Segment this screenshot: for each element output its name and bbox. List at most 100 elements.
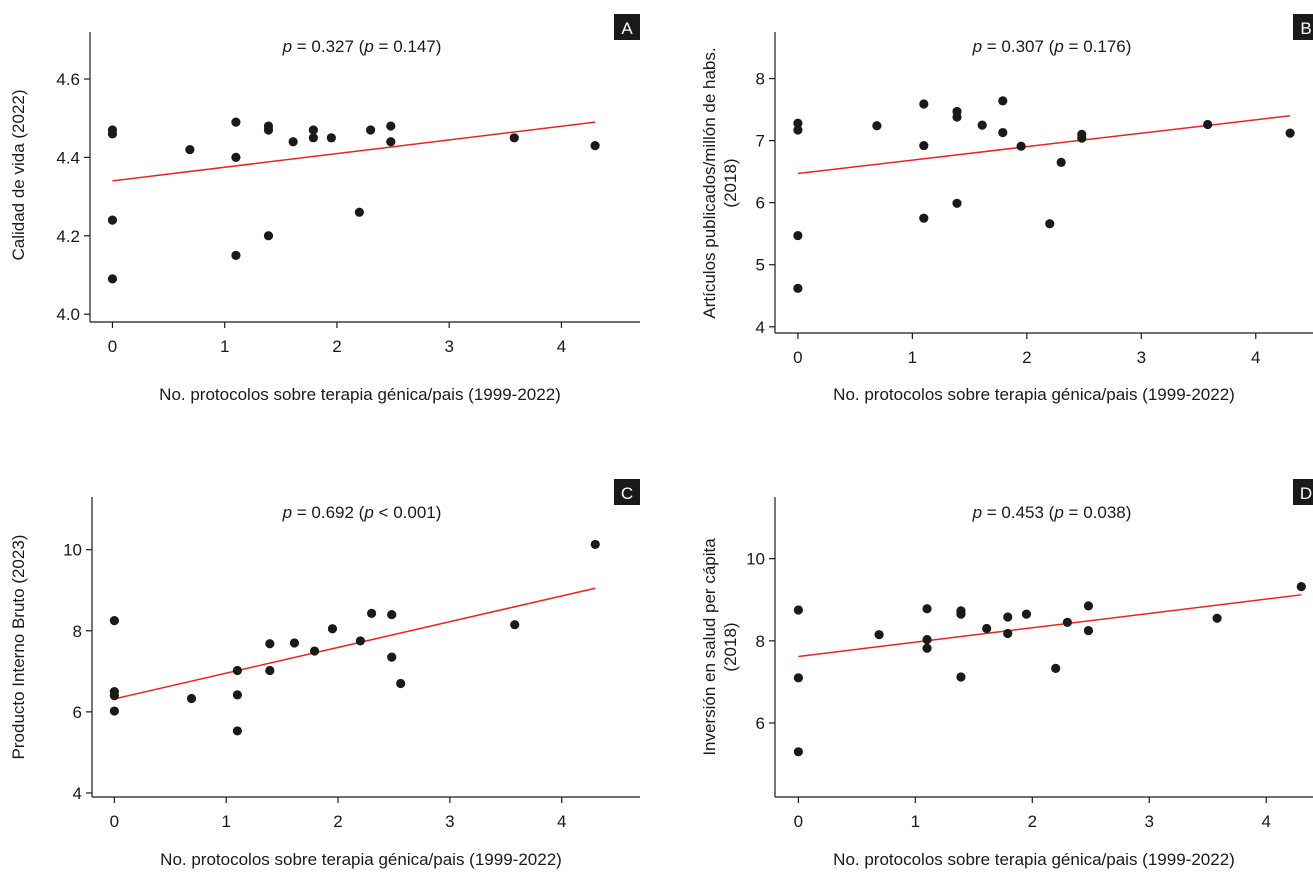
data-point [1212,613,1222,623]
data-point [109,706,119,716]
y-tick-label: 4.6 [56,70,80,89]
annotation-p-val: = 0.176) [1064,37,1132,56]
panel-letter-box [614,14,640,40]
data-point [1056,157,1066,167]
data-point [922,643,932,653]
annotation-r-val: = 0.307 ( [982,37,1055,56]
data-point [1083,625,1094,636]
annotation-r-sym: p [282,37,292,56]
x-tick-label: 1 [911,812,920,831]
y-axis-title-line: Inversión en salud per cápita [700,538,719,756]
data-point [998,127,1008,138]
annotation-r-sym: p [972,503,982,522]
y-tick-label: 7 [756,132,765,151]
data-point [186,693,197,704]
x-tick-label: 0 [108,337,117,356]
panel-letter: C [621,484,633,503]
x-tick-label: 3 [445,812,454,831]
data-point [265,639,275,649]
data-point [872,121,882,131]
panel-c: 0 1 2 3 4 4 6 8 10 No. protocolos sobre terapia g… [9,479,640,869]
data-point [952,198,962,208]
data-point [366,608,377,618]
data-point [919,99,929,109]
panel-letter-box [614,479,640,505]
annotation-r-val: = 0.692 ( [292,503,365,522]
annotation-p-val: < 0.001) [374,503,442,522]
x-axis-title: No. protocolos sobre terapia génica/pais… [833,385,1235,404]
data-point [396,678,406,689]
y-tick-label: 4 [73,784,82,803]
data-point [366,125,376,135]
y-tick-label: 6 [73,703,82,722]
data-point [232,665,242,676]
data-point [874,630,884,640]
data-point [107,129,118,139]
y-tick-label: 6 [756,714,765,733]
data-point [793,673,803,683]
data-point [263,125,274,135]
data-point [288,137,298,147]
y-axis-title: Inversión en salud per cápita (2018) [700,538,740,756]
data-point [386,137,396,147]
panel-letter-box [1293,14,1313,40]
y-axis-title: Producto Interno Bruto (2023) [9,535,28,760]
trend-line [114,587,596,700]
data-point [1051,663,1061,673]
x-tick-label: 3 [1145,812,1154,831]
data-point [590,539,600,550]
data-point [109,616,119,626]
data-point [326,133,336,143]
x-axis-title: No. protocolos sobre terapia génica/pais… [160,850,562,869]
data-point [387,652,397,662]
y-tick-label: 4 [756,318,765,337]
trend-line [797,115,1291,175]
correlation-annotation: p = 0.307 (p = 0.176) [972,37,1132,56]
data-point [793,283,803,293]
panel-letter: B [1300,19,1311,38]
data-point [107,215,118,225]
data-point [919,140,929,151]
trend-line [798,594,1302,658]
data-point [977,120,987,130]
data-point [956,609,966,619]
data-point [231,250,241,260]
x-tick-label: 2 [1022,348,1031,367]
data-point [263,231,274,241]
annotation-r-sym: p [282,503,292,522]
data-point [1203,119,1213,130]
y-axis-title: Artículos publicados/millón de habs. (201… [700,47,740,318]
data-point [231,152,241,163]
x-tick-label: 3 [1137,348,1146,367]
y-axis-title: Calidad de vida (2022) [9,89,28,260]
panel-d: 0 1 2 3 4 6 8 10 No. protocolos sobre terapia gé… [700,479,1313,869]
data-point [1016,141,1026,151]
x-tick-label: 1 [221,812,230,831]
data-point [386,121,396,131]
data-point [1003,628,1013,639]
y-axis-title-line: Producto Interno Bruto (2023) [9,535,28,760]
y-axis-title-line: (2018) [721,158,740,207]
y-tick-label: 8 [756,632,765,651]
data-point [793,747,803,757]
data-point [793,118,803,128]
data-point [327,624,338,634]
y-axis-title-line: (2018) [721,622,740,671]
correlation-annotation: p = 0.692 (p < 0.001) [282,503,442,522]
data-point [355,636,366,646]
y-tick-label: 4.2 [56,227,80,246]
data-point [1045,219,1055,229]
panel-letter: D [1300,484,1312,503]
data-point [793,230,803,241]
data-point [231,117,241,127]
data-point [1062,617,1072,627]
y-axis-title-line: Artículos publicados/millón de habs. [700,47,719,318]
data-point [387,609,397,620]
x-tick-label: 2 [1028,812,1037,831]
data-point [109,691,119,701]
data-point [590,141,600,151]
x-tick-label: 4 [557,337,566,356]
data-point [232,690,242,700]
data-point [1003,612,1013,622]
panel-b: 0 1 2 3 4 4 5 6 7 8 No. protocolos sobre terapia g… [700,14,1313,404]
